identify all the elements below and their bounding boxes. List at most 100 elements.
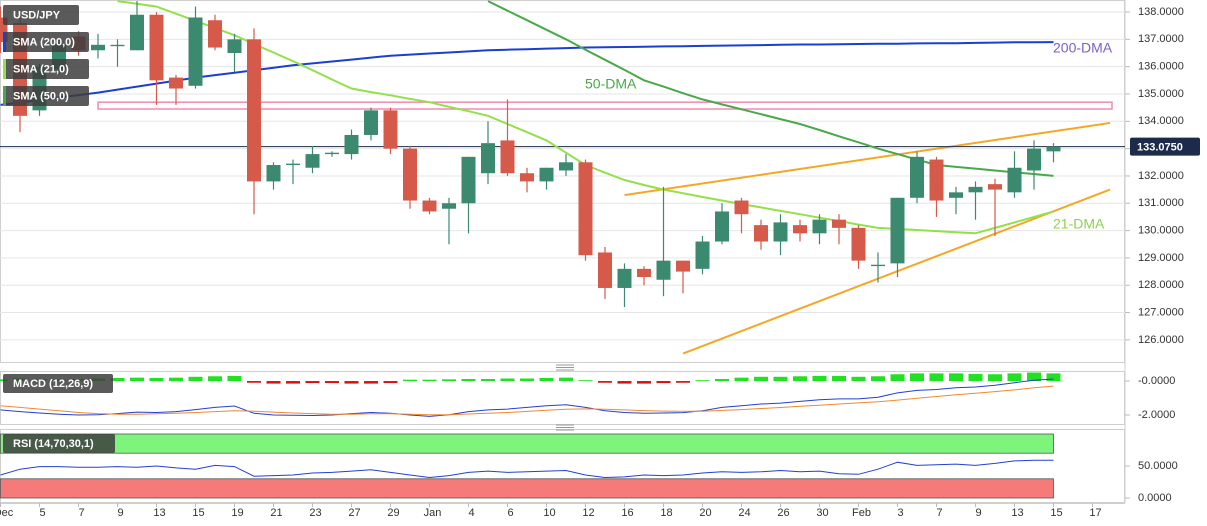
legend-swatch	[3, 32, 6, 52]
histogram-bar	[383, 381, 398, 384]
legend-label: SMA (21,0)	[13, 63, 69, 75]
histogram-bar	[598, 381, 612, 383]
histogram-bar	[266, 381, 281, 384]
candle-body	[1007, 167, 1022, 193]
y-tick-label: 135.0000	[1138, 88, 1184, 100]
legend-box	[3, 59, 89, 79]
histogram-bar	[130, 377, 144, 382]
candle-body	[344, 134, 359, 155]
candle-body	[812, 219, 827, 234]
legend-box	[3, 5, 79, 25]
candle-body	[559, 162, 573, 171]
trendline	[624, 121, 1111, 197]
legend-box	[3, 374, 113, 393]
legend-label: SMA (200,0)	[13, 36, 75, 48]
y-tick-label: 136.0000	[1138, 61, 1184, 73]
series-line	[0, 378, 1054, 417]
y-tick-label: 127.0000	[1138, 306, 1184, 318]
candle-body	[1046, 146, 1061, 152]
histogram-bar	[442, 379, 456, 382]
x-tick-label: 10	[543, 507, 555, 519]
x-tick-label: 20	[699, 507, 711, 519]
candle-body	[305, 154, 320, 168]
histogram-bar	[227, 375, 242, 382]
price-plot	[0, 0, 1125, 355]
x-tick-label: 7	[78, 507, 84, 519]
histogram-bar	[500, 378, 515, 382]
histogram-bar	[305, 381, 320, 384]
histogram-bar	[676, 381, 690, 383]
candle-body	[773, 222, 788, 242]
histogram-bar	[325, 381, 339, 384]
candle-body	[949, 192, 963, 198]
candle-body	[598, 252, 612, 288]
histogram-bar	[617, 381, 632, 384]
histogram-bar	[110, 377, 125, 382]
candle-body	[442, 203, 456, 209]
candle-body	[851, 227, 866, 261]
candle-body	[988, 184, 1002, 190]
x-tick-label: 9	[975, 507, 981, 519]
candle-body	[130, 14, 144, 51]
macd-plot	[0, 372, 1061, 417]
rsi-plot	[0, 433, 1054, 499]
x-tick-label: 13	[1011, 507, 1023, 519]
x-tick-label: 15	[1050, 507, 1062, 519]
candle-body	[188, 17, 203, 86]
x-tick-label: 16	[621, 507, 633, 519]
x-tick-label: Jan	[424, 507, 442, 519]
candle-body	[539, 167, 554, 182]
x-tick-label: Feb	[852, 507, 871, 519]
y-tick-label: 0.0000	[1138, 492, 1172, 504]
histogram-bar	[734, 377, 749, 382]
annotation: 21-DMA	[1053, 216, 1105, 232]
histogram-bar	[247, 381, 261, 383]
legend-swatch	[3, 59, 6, 79]
histogram-bar	[890, 374, 905, 382]
panel-divider[interactable]	[556, 364, 574, 431]
x-tick-label: Dec	[0, 507, 14, 519]
x-tick-label: 27	[348, 507, 360, 519]
legend-box	[3, 32, 89, 52]
histogram-bar	[1046, 373, 1061, 382]
histogram-bar	[364, 381, 378, 384]
histogram-bar	[578, 380, 593, 382]
candle-body	[832, 219, 846, 228]
legend-box	[3, 86, 89, 106]
y-tick-label: -0.0000	[1138, 375, 1175, 387]
histogram-bar	[344, 381, 359, 384]
y-tick-label: 50.0000	[1138, 460, 1178, 472]
legend-box	[3, 434, 115, 453]
candle-body	[247, 39, 261, 182]
candle-body	[364, 110, 378, 135]
x-tick-label: 17	[1089, 507, 1101, 519]
candle-body	[676, 260, 690, 272]
histogram-bar	[812, 375, 827, 382]
y-tick-label: 126.0000	[1138, 334, 1184, 346]
x-tick-label: 29	[387, 507, 399, 519]
histogram-bar	[832, 375, 846, 382]
axes: 126.0000127.0000128.0000129.0000130.0000…	[0, 5, 1200, 519]
zone	[0, 433, 1054, 454]
histogram-bar	[539, 377, 554, 382]
x-tick-label: 19	[231, 507, 243, 519]
histogram-bar	[988, 374, 1002, 382]
candle-body	[110, 44, 125, 47]
candle-body	[695, 241, 710, 269]
candle-body	[734, 200, 749, 215]
histogram-bar	[637, 381, 651, 384]
candle-body	[929, 159, 944, 201]
series-line	[0, 459, 1054, 479]
zone	[0, 478, 1054, 499]
candle-body	[383, 110, 398, 149]
histogram-bar	[695, 380, 710, 382]
histogram-bar	[169, 377, 183, 382]
histogram-bar	[715, 379, 729, 382]
x-tick-label: 12	[582, 507, 594, 519]
candle-body	[0, 17, 8, 43]
annotation: 200-DMA	[1053, 40, 1113, 56]
legend-swatch	[3, 86, 6, 106]
histogram-bar	[559, 377, 573, 382]
